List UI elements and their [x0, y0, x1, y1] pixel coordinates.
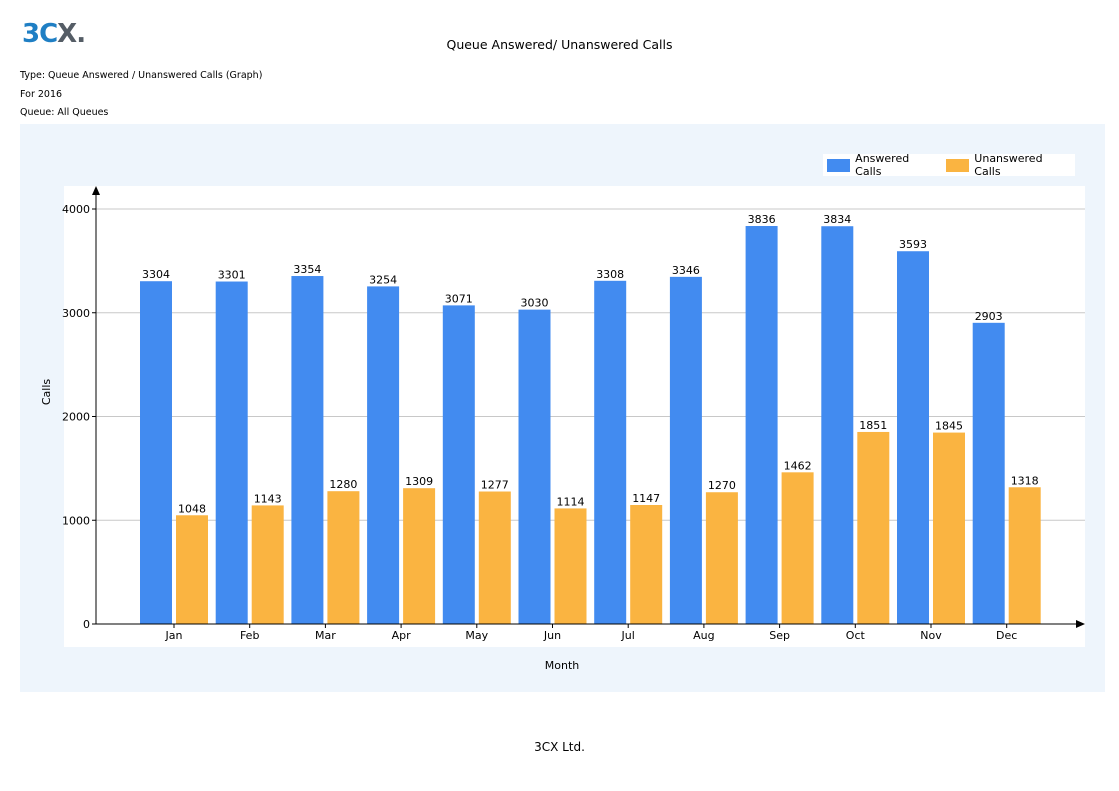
report-type-line: Type: Queue Answered / Unanswered Calls … — [20, 70, 263, 81]
y-tick-label: 2000 — [62, 411, 90, 424]
bar-unanswered — [1008, 487, 1041, 624]
report-title: Queue Answered/ Unanswered Calls — [446, 37, 673, 52]
bar-unanswered — [554, 508, 587, 624]
bar-answered — [897, 251, 929, 624]
legend-swatch-unanswered — [946, 158, 970, 172]
data-label-unanswered: 1147 — [632, 492, 660, 505]
x-tick-label: Jul — [621, 629, 635, 642]
bar-unanswered — [781, 472, 814, 624]
x-tick-label: Jun — [543, 629, 561, 642]
data-label-unanswered: 1277 — [481, 479, 509, 492]
y-axis-title: Calls — [40, 379, 53, 406]
data-label-answered: 3301 — [218, 269, 246, 282]
bar-unanswered — [630, 504, 663, 624]
bar-unanswered — [705, 492, 738, 624]
x-tick-label: Nov — [920, 629, 942, 642]
data-label-unanswered: 1851 — [859, 419, 887, 432]
logo-text-primary: 3C — [22, 19, 58, 49]
y-tick-label: 3000 — [62, 307, 90, 320]
data-label-answered: 3304 — [142, 268, 170, 281]
x-tick-label: Sep — [769, 629, 790, 642]
legend-label-answered: Answered Calls — [855, 152, 910, 178]
data-label-answered: 2903 — [975, 310, 1003, 323]
report-queue-line: Queue: All Queues — [20, 107, 109, 118]
data-label-unanswered: 1270 — [708, 479, 736, 492]
y-tick-label: 1000 — [62, 514, 90, 527]
data-label-answered: 3030 — [521, 297, 549, 310]
x-tick-label: Aug — [693, 629, 714, 642]
data-label-answered: 3834 — [823, 213, 851, 226]
data-label-unanswered: 1048 — [178, 502, 206, 515]
bar-answered — [594, 280, 627, 624]
x-tick-label: May — [465, 629, 488, 642]
bar-answered — [821, 226, 854, 624]
bar-answered — [745, 226, 778, 624]
bar-answered — [518, 309, 551, 624]
x-tick-label: Apr — [392, 629, 412, 642]
data-label-answered: 3346 — [672, 264, 700, 277]
logo-text-secondary: X. — [57, 19, 86, 49]
data-label-unanswered: 1143 — [254, 492, 282, 505]
x-tick-label: Dec — [996, 629, 1017, 642]
bar-answered — [215, 281, 248, 624]
chart-legend: Answered Calls Unanswered Calls — [823, 152, 1075, 178]
data-label-unanswered: 1309 — [405, 475, 433, 488]
data-label-unanswered: 1318 — [1011, 474, 1039, 487]
footer-company: 3CX Ltd. — [534, 740, 585, 754]
bar-answered — [291, 276, 324, 624]
data-label-answered: 3354 — [293, 263, 321, 276]
bar-unanswered — [857, 431, 890, 624]
bar-answered — [367, 286, 400, 624]
bar-answered — [669, 276, 702, 624]
x-tick-label: Jan — [165, 629, 183, 642]
x-axis-arrow — [1076, 620, 1085, 628]
legend-item-answered: Answered Calls — [827, 152, 936, 178]
x-axis-title: Month — [545, 659, 580, 672]
y-tick-label: 0 — [83, 618, 90, 631]
data-label-answered: 3836 — [748, 213, 776, 226]
report-period-line: For 2016 — [20, 89, 63, 100]
bar-answered — [442, 305, 475, 624]
y-axis-arrow — [92, 186, 100, 195]
bar-unanswered — [327, 491, 360, 624]
bar-unanswered — [251, 505, 284, 624]
bar-answered — [140, 281, 172, 624]
data-label-unanswered: 1280 — [329, 478, 357, 491]
bar-unanswered — [478, 491, 511, 624]
data-label-unanswered: 1845 — [935, 420, 963, 433]
data-label-answered: 3593 — [899, 238, 927, 251]
legend-item-unanswered: Unanswered Calls — [946, 152, 1069, 178]
bar-unanswered — [933, 432, 965, 624]
x-tick-label: Mar — [315, 629, 336, 642]
company-logo: 3CX. — [22, 19, 86, 49]
legend-label-unanswered: Unanswered Calls — [974, 152, 1043, 178]
bar-unanswered — [176, 515, 208, 624]
legend-swatch-answered — [827, 158, 851, 172]
bar-unanswered — [403, 488, 436, 624]
data-label-answered: 3308 — [596, 268, 624, 281]
bar-answered — [972, 322, 1005, 624]
data-label-unanswered: 1114 — [557, 495, 585, 508]
data-label-answered: 3071 — [445, 292, 473, 305]
data-label-answered: 3254 — [369, 273, 397, 286]
x-tick-label: Feb — [240, 629, 259, 642]
y-tick-label: 4000 — [62, 203, 90, 216]
data-label-unanswered: 1462 — [784, 459, 812, 472]
x-tick-label: Oct — [846, 629, 866, 642]
